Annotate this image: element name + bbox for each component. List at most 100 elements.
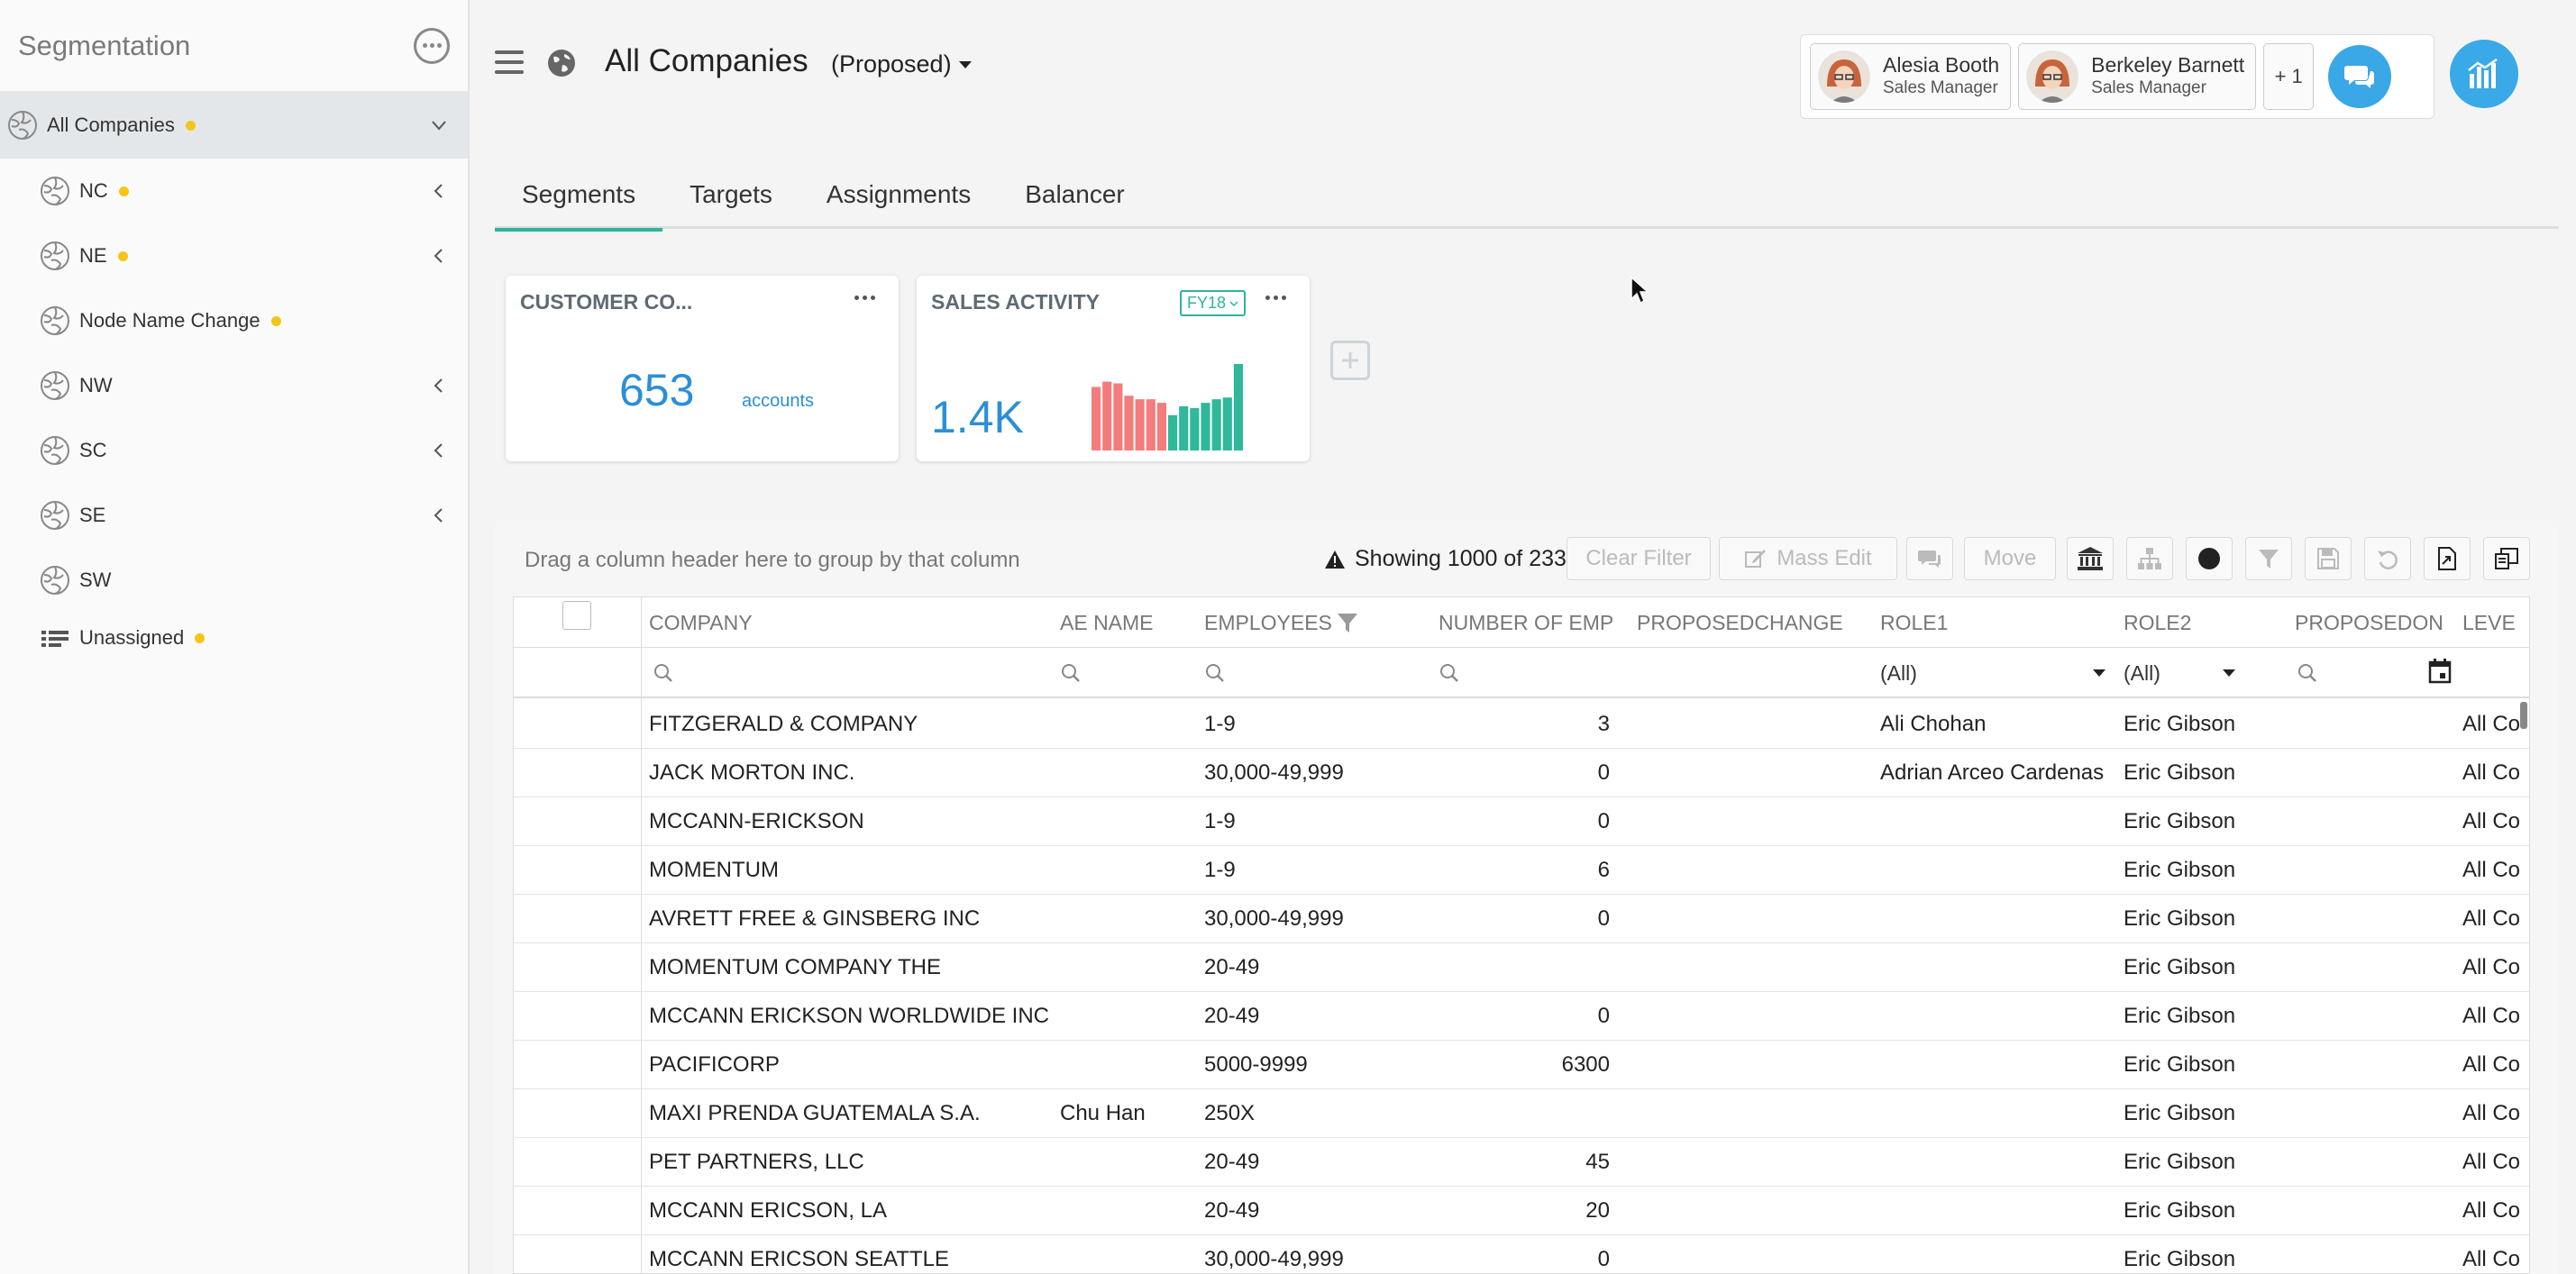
table-row[interactable]: MOMENTUM COMPANY THE 20-49 Eric Gibson All …: [514, 943, 2529, 992]
search-icon[interactable]: [1204, 648, 1226, 698]
chevron-left-icon[interactable]: [430, 506, 448, 524]
calendar-icon[interactable]: [2428, 648, 2452, 698]
search-icon[interactable]: [1439, 648, 1460, 698]
user-chip[interactable]: Alesia Booth Sales Manager: [1810, 43, 2012, 110]
tab-assignments[interactable]: Assignments: [826, 180, 972, 208]
comment-button[interactable]: [1906, 537, 1953, 580]
cell-level[interactable]: All Co: [2462, 760, 2521, 785]
column-header-level[interactable]: LEVE: [2462, 610, 2516, 634]
search-icon[interactable]: [1060, 648, 1082, 698]
cell-role2[interactable]: Eric Gibson: [2124, 858, 2236, 882]
cell-ae[interactable]: [1060, 797, 1195, 846]
cell-level[interactable]: All Co: [2462, 1004, 2521, 1028]
column-header-employees[interactable]: EMPLOYEES: [1204, 597, 1359, 648]
user-chip[interactable]: Berkeley Barnett Sales Manager: [2018, 43, 2257, 110]
cell-role2[interactable]: Eric Gibson: [2124, 1004, 2236, 1028]
table-row[interactable]: MCCANN ERICKSON WORLDWIDE INC 20-49 0 Eric …: [514, 992, 2529, 1041]
vertical-scrollbar[interactable]: [2520, 702, 2527, 729]
cell-employees[interactable]: 30,000-49,999: [1204, 906, 1344, 931]
card-more-icon[interactable]: [1265, 296, 1286, 300]
cell-ae[interactable]: Chu Han: [1060, 1101, 1146, 1125]
cell-num[interactable]: [1439, 1089, 1610, 1138]
cell-ae[interactable]: [1060, 1138, 1195, 1187]
cell-role1[interactable]: [1880, 797, 2115, 846]
cell-ae[interactable]: [1060, 700, 1195, 749]
cell-role2[interactable]: Eric Gibson: [2124, 760, 2236, 785]
cell-company[interactable]: MCCANN ERICSON SEATTLE: [649, 1247, 949, 1271]
column-header-ae-name[interactable]: AE NAME: [1060, 610, 1154, 634]
tab-balancer[interactable]: Balancer: [1025, 180, 1125, 208]
cell-ae[interactable]: [1060, 1041, 1195, 1089]
cell-num[interactable]: 45: [1585, 1150, 1610, 1174]
cell-role1[interactable]: [1880, 1138, 2115, 1187]
column-header-number-of-emp[interactable]: NUMBER OF EMP: [1439, 610, 1614, 634]
chevron-left-icon[interactable]: [430, 441, 448, 460]
column-header-role1[interactable]: ROLE1: [1880, 610, 1949, 634]
sidebar-item-sc[interactable]: SC: [0, 418, 468, 483]
table-row[interactable]: MCCANN ERICSON, LA 20-49 20 Eric Gibson All …: [514, 1187, 2529, 1235]
cell-role2[interactable]: Eric Gibson: [2124, 1052, 2236, 1077]
filter-button[interactable]: [2245, 537, 2292, 580]
cell-employees[interactable]: 20-49: [1204, 1198, 1260, 1223]
group-by-hint[interactable]: Drag a column header here to group by th…: [525, 548, 1020, 572]
select-all-checkbox[interactable]: [562, 601, 591, 630]
table-row[interactable]: AVRETT FREE & GINSBERG INC 30,000-49,999 0…: [514, 895, 2529, 943]
table-row[interactable]: MOMENTUM 1-9 6 Eric Gibson All Co: [514, 846, 2529, 895]
clear-filter-button[interactable]: Clear Filter: [1567, 537, 1711, 580]
cell-employees[interactable]: 5000-9999: [1204, 1052, 1308, 1077]
cell-role2[interactable]: Eric Gibson: [2124, 955, 2236, 979]
cell-role2[interactable]: Eric Gibson: [2124, 906, 2236, 931]
cell-employees[interactable]: 20-49: [1204, 1150, 1260, 1174]
column-header-proposedchange[interactable]: PROPOSEDCHANGE: [1637, 610, 1843, 634]
cell-employees[interactable]: 1-9: [1204, 712, 1236, 736]
cell-num[interactable]: 0: [1597, 1247, 1610, 1271]
sidebar-item-node-name-change[interactable]: Node Name Change: [0, 288, 468, 353]
chevron-left-icon[interactable]: [430, 182, 448, 200]
hierarchy-button[interactable]: [2126, 537, 2173, 580]
cell-role1[interactable]: [1880, 846, 2115, 895]
cell-ae[interactable]: [1060, 1187, 1195, 1235]
cell-num[interactable]: 0: [1597, 809, 1610, 833]
cell-role1[interactable]: [1880, 943, 2115, 992]
column-header-proposedon[interactable]: PROPOSEDON: [2295, 610, 2444, 634]
table-row[interactable]: FITZGERALD & COMPANY 1-9 3 Ali Chohan Eric G…: [514, 700, 2529, 749]
cell-role1[interactable]: [1880, 1041, 2115, 1089]
cell-role1[interactable]: [1880, 1235, 2115, 1273]
cell-role1[interactable]: [1880, 1089, 2115, 1138]
table-row[interactable]: PET PARTNERS, LLC 20-49 45 Eric Gibson All C…: [514, 1138, 2529, 1187]
cell-company[interactable]: PACIFICORP: [649, 1052, 780, 1077]
save-button[interactable]: [2305, 537, 2352, 580]
cell-num[interactable]: 0: [1597, 1004, 1610, 1028]
period-selector[interactable]: FY18: [1180, 290, 1247, 316]
cell-company[interactable]: PET PARTNERS, LLC: [649, 1150, 864, 1174]
institution-button[interactable]: [2067, 537, 2114, 580]
undo-button[interactable]: [2364, 537, 2411, 580]
cell-company[interactable]: AVRETT FREE & GINSBERG INC: [649, 906, 981, 931]
cell-role2[interactable]: Eric Gibson: [2124, 1198, 2236, 1223]
cell-employees[interactable]: 30,000-49,999: [1204, 760, 1344, 785]
cell-ae[interactable]: [1060, 895, 1195, 943]
cell-company[interactable]: MAXI PRENDA GUATEMALA S.A.: [649, 1101, 981, 1125]
cell-role2[interactable]: Eric Gibson: [2124, 1247, 2236, 1271]
table-row[interactable]: JACK MORTON INC. 30,000-49,999 0 Adrian Arc…: [514, 749, 2529, 797]
cell-company[interactable]: JACK MORTON INC.: [649, 760, 855, 785]
chevron-down-icon[interactable]: [430, 116, 448, 134]
sales-activity-card[interactable]: SALES ACTIVITY FY18 1.4K: [917, 276, 1310, 461]
view-selector[interactable]: (Proposed): [831, 50, 972, 78]
export-button[interactable]: [2424, 537, 2471, 580]
chat-button[interactable]: [2328, 45, 2392, 108]
move-button[interactable]: Move: [1964, 537, 2056, 580]
cell-company[interactable]: MCCANN ERICKSON WORLDWIDE INC: [649, 1004, 1050, 1028]
more-options-icon[interactable]: [414, 27, 450, 64]
sidebar-item-sw[interactable]: SW: [0, 548, 468, 613]
more-users-button[interactable]: + 1: [2263, 43, 2315, 110]
cell-level[interactable]: All Co: [2462, 955, 2521, 979]
role1-filter-select[interactable]: (All): [1880, 648, 2106, 698]
cell-role2[interactable]: Eric Gibson: [2124, 1150, 2236, 1174]
columns-button[interactable]: [2483, 537, 2530, 580]
cell-level[interactable]: All Co: [2462, 809, 2521, 833]
column-header-company[interactable]: COMPANY: [649, 610, 753, 634]
cell-ae[interactable]: [1060, 846, 1195, 895]
search-icon[interactable]: [2297, 648, 2318, 698]
add-card-button[interactable]: [1330, 341, 1370, 380]
